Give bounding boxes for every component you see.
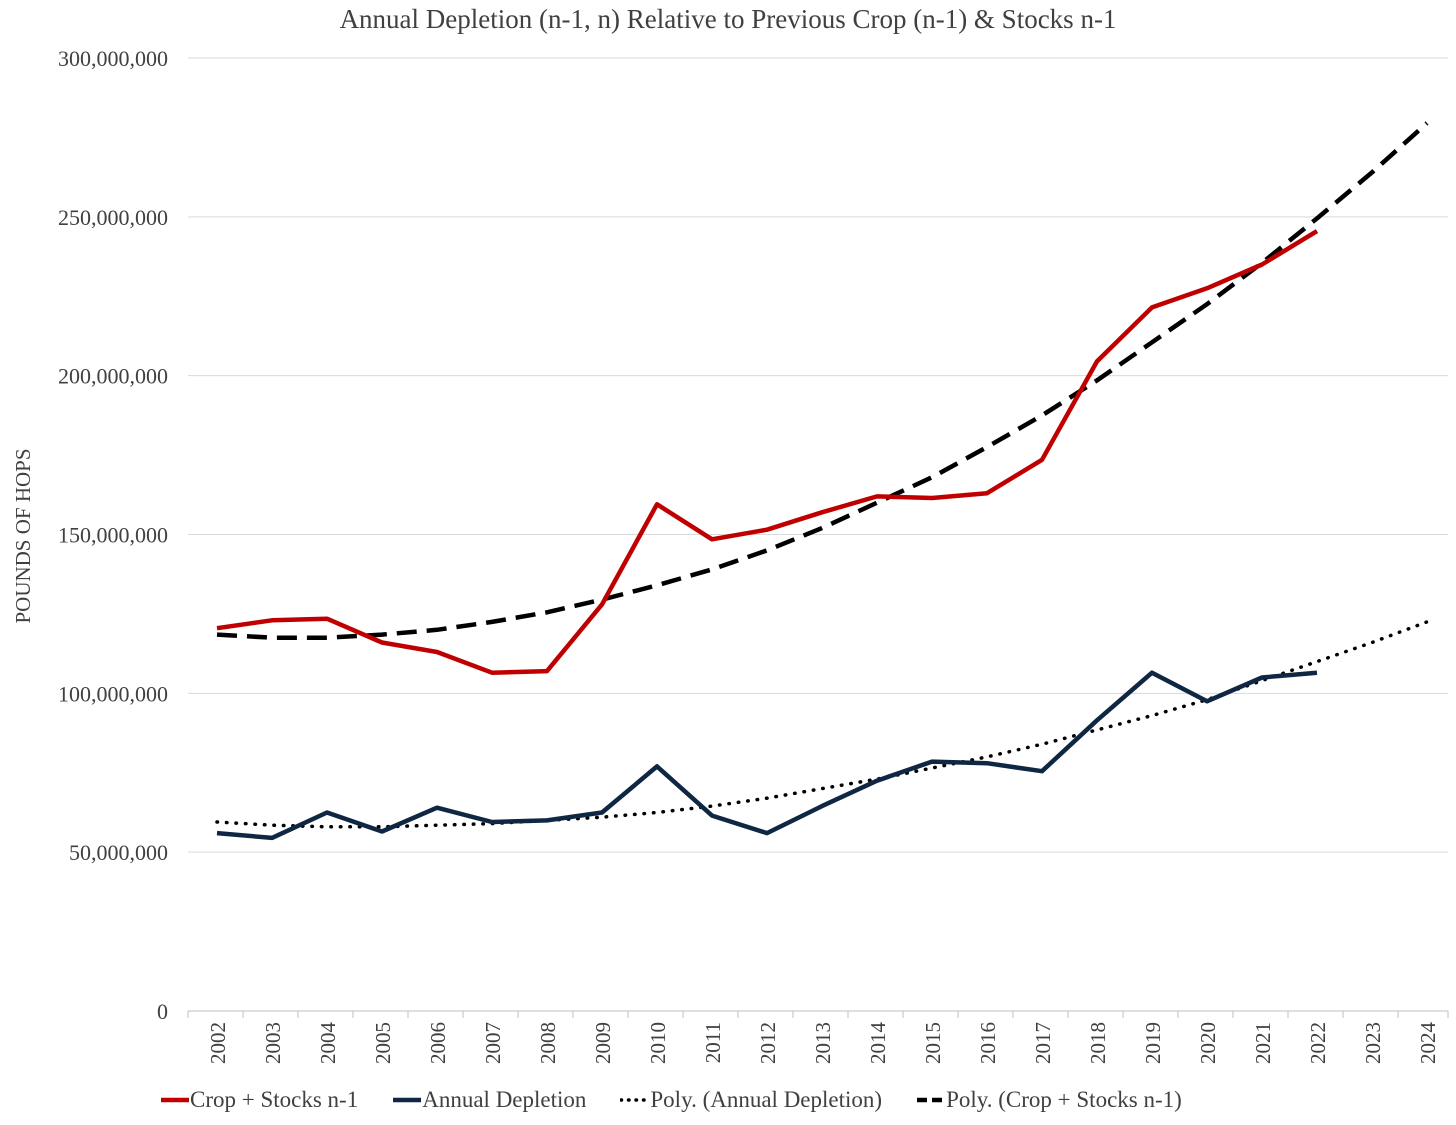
x-tick-label: 2022 — [1306, 1022, 1330, 1064]
legend-label: Poly. (Annual Depletion) — [650, 1087, 883, 1112]
y-axis-ticks: 0 50,000,000 100,000,000 150,000,000 200,000… — [58, 46, 168, 1024]
y-tick-label: 150,000,000 — [58, 523, 168, 548]
x-tick-label: 2019 — [1141, 1022, 1165, 1064]
x-tick-label: 2014 — [866, 1022, 890, 1065]
y-tick-label: 50,000,000 — [69, 840, 168, 865]
x-tick-label: 2023 — [1361, 1022, 1385, 1064]
y-tick-label: 200,000,000 — [58, 364, 168, 389]
legend: Crop + Stocks n-1 Annual Depletion Poly. (… — [160, 1082, 1216, 1118]
legend-swatch — [393, 1097, 422, 1103]
x-tick-label: 2016 — [976, 1022, 1000, 1064]
legend-swatch — [620, 1098, 651, 1102]
x-tick-label: 2024 — [1416, 1022, 1440, 1065]
x-tick-label: 2021 — [1251, 1022, 1275, 1064]
legend-swatch — [161, 1097, 189, 1103]
x-tick-label: 2005 — [371, 1022, 395, 1064]
gridlines — [188, 57, 1448, 1012]
x-tick-label: 2018 — [1086, 1022, 1110, 1064]
series-line-crop-stocks-n-1 — [216, 229, 1319, 675]
x-axis-ticks: 2002 2003 2004 2005 2006 2007 2008 2009 2010 2011… — [206, 1022, 1440, 1065]
legend-label: Annual Depletion — [422, 1087, 587, 1112]
legend-item: Poly. (Annual Depletion) — [620, 1087, 882, 1113]
series-line-poly-annual-depletion — [215, 620, 1429, 829]
x-tick-label: 2002 — [206, 1022, 230, 1064]
legend-label: Crop + Stocks n-1 — [190, 1087, 359, 1112]
x-tick-label: 2015 — [921, 1022, 945, 1064]
series-line-annual-depletion — [216, 670, 1318, 841]
y-tick-label: 300,000,000 — [58, 46, 168, 71]
x-tick-label: 2007 — [481, 1022, 505, 1064]
x-tick-label: 2011 — [701, 1022, 725, 1063]
x-tick-label: 2020 — [1196, 1022, 1220, 1064]
x-tick-label: 2009 — [591, 1022, 615, 1064]
x-tick-label: 2012 — [756, 1022, 780, 1064]
x-tick-label: 2003 — [261, 1022, 285, 1064]
legend-item: Annual Depletion — [392, 1087, 586, 1113]
y-tick-label: 100,000,000 — [58, 681, 168, 706]
legend-item: Crop + Stocks n-1 — [160, 1087, 358, 1113]
y-tick-label: 0 — [157, 999, 168, 1024]
x-tick-label: 2010 — [646, 1022, 670, 1064]
series-line-poly-crop-stocks-n-1 — [216, 121, 1429, 640]
x-tick-label: 2004 — [316, 1022, 340, 1065]
series-lines — [215, 121, 1429, 841]
x-tick-label: 2008 — [536, 1022, 560, 1064]
x-tick-label: 2013 — [811, 1022, 835, 1064]
chart-title: Annual Depletion (n-1, n) Relative to Pr… — [339, 4, 1117, 34]
x-tick-label: 2017 — [1031, 1022, 1055, 1064]
x-tick-label: 2006 — [426, 1022, 450, 1064]
legend-item: Poly. (Crop + Stocks n-1) — [916, 1087, 1182, 1113]
y-tick-label: 250,000,000 — [58, 205, 168, 230]
legend-swatch — [917, 1097, 946, 1103]
legend-label: Poly. (Crop + Stocks n-1) — [946, 1087, 1182, 1112]
y-axis-label: POUNDS OF HOPS — [11, 448, 35, 623]
x-axis-tick-marks — [187, 1011, 1449, 1018]
